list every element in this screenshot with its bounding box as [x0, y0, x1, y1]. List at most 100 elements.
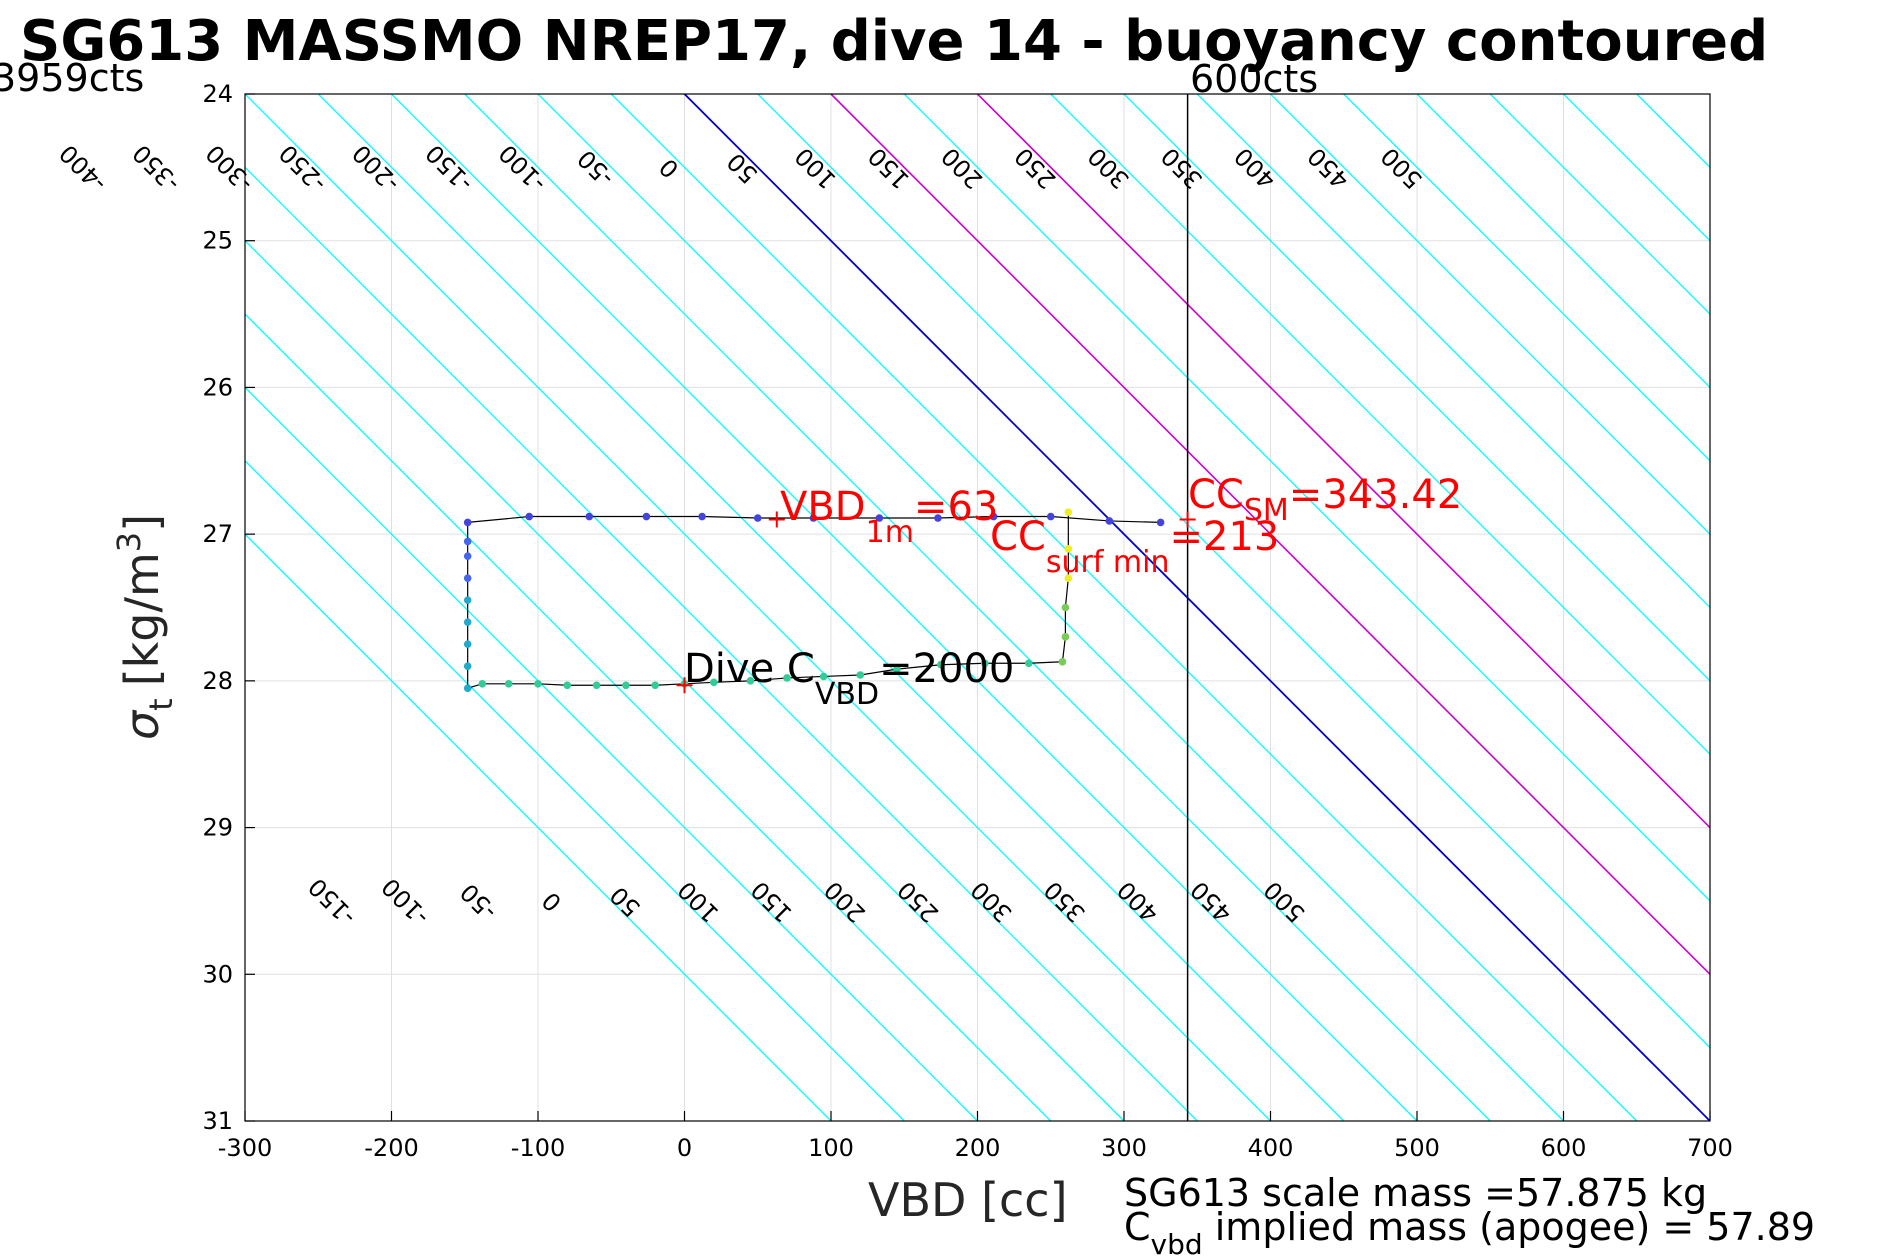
track-point [1064, 574, 1073, 582]
cc-sm-value: =343.42 [1289, 472, 1462, 518]
vbd-1m-main: VBD [780, 484, 866, 530]
track-point [746, 677, 755, 685]
track-point [585, 512, 594, 521]
track-point [504, 679, 513, 688]
magenta-contour-line [976, 94, 1710, 829]
y-tick-label: 31 [202, 1107, 233, 1135]
y-axis-label: σt [kg/m3] [110, 514, 180, 740]
cyan-contour-line [1196, 94, 1710, 609]
track-point [698, 512, 706, 521]
track-point [819, 672, 828, 681]
cyan-contour-line [245, 313, 1052, 1121]
y-tick-label: 25 [202, 227, 233, 255]
cyan-contour-line [1050, 94, 1710, 756]
cyan-contour-line [245, 166, 1198, 1121]
y-tick-label: 27 [202, 520, 233, 548]
vbd-1m-annotation: VBD1m=63 [780, 484, 998, 550]
dive-cvbd-sub: VBD [815, 677, 879, 712]
vbd-1m-sub: 1m [866, 515, 914, 550]
track-point [563, 681, 572, 690]
cc-surf-min-annotation: CCsurf min=213 [990, 514, 1279, 580]
track-point [893, 665, 901, 673]
cyan-contour-line [610, 94, 1638, 1121]
implied-mass-main: C [1124, 1205, 1151, 1249]
x-tick-label: 700 [1687, 1134, 1733, 1162]
contour-label-upper: -400 [54, 139, 112, 197]
x-tick-label: 500 [1394, 1134, 1440, 1162]
cyan-contour-line [1489, 94, 1710, 315]
y-tick-label: 24 [202, 80, 233, 108]
track-point [1058, 657, 1067, 666]
track-point [710, 678, 718, 687]
y-axis-label-symbol: σ [115, 709, 169, 740]
implied-mass-rest: implied mass (apogee) = 57.89 [1203, 1205, 1815, 1249]
track-point [1024, 659, 1033, 668]
x-tick-label: 600 [1541, 1134, 1587, 1162]
top-left-counts-label: 3959cts [0, 56, 144, 100]
track-point [934, 514, 942, 522]
y-axis-label-unit-superscript: 3 [110, 532, 148, 552]
track-point [989, 512, 998, 521]
x-tick-label: 200 [955, 1134, 1001, 1162]
dive-cvbd-annotation: Dive CVBD=2000 [684, 646, 1014, 712]
cyan-contour-line [245, 533, 832, 1121]
track-point [875, 514, 884, 522]
implied-mass-sub: vbd [1151, 1228, 1203, 1260]
track-point [463, 596, 472, 604]
track-point [651, 681, 659, 690]
y-axis-label-unit-close: ] [115, 514, 169, 532]
track-point [478, 679, 487, 688]
x-tick-label: 300 [1101, 1134, 1147, 1162]
y-tick-label: 26 [202, 373, 233, 401]
cyan-contour-line [391, 94, 1418, 1121]
track-point [1061, 603, 1070, 612]
track-point [463, 552, 472, 560]
cyan-contour-line [245, 459, 905, 1121]
cyan-contour-line [317, 94, 1345, 1121]
cyan-contour-line [1343, 94, 1710, 462]
cyan-contour-line [245, 239, 1125, 1121]
x-axis-ticks: -300 -200 -100 0 100 200 300 400 500 600 700 [218, 1111, 1733, 1162]
implied-mass-annotation: Cvbd implied mass (apogee) = 57.89 [1124, 1205, 1815, 1260]
cc-sm-annotation: CCSM=343.42 [1188, 472, 1462, 528]
vbd-1m-value: =63 [914, 484, 998, 530]
y-axis-label-unit: [kg/m [115, 552, 169, 686]
y-tick-label: 30 [202, 960, 233, 988]
cyan-contour-line [245, 386, 978, 1121]
x-tick-label: 400 [1248, 1134, 1294, 1162]
x-tick-label: -100 [511, 1134, 565, 1162]
track-point [981, 659, 989, 668]
cyan-contour-line [757, 94, 1710, 1049]
cyan-contour-line [903, 94, 1710, 902]
x-tick-label: -300 [218, 1134, 272, 1162]
track-point [463, 518, 472, 527]
y-axis-label-subscript: t [142, 698, 180, 711]
track-point [1064, 545, 1073, 553]
track-point [856, 671, 865, 679]
cc-surf-min-main: CC [990, 514, 1046, 560]
track-point [1105, 517, 1114, 525]
track-point [463, 684, 472, 692]
x-tick-label: -200 [364, 1134, 418, 1162]
track-point [534, 679, 542, 688]
cc-surf-min-sub: surf min [1046, 545, 1170, 580]
track-point [622, 681, 630, 690]
chart-title: SG613 MASSMO NREP17, dive 14 - buoyancy … [20, 9, 1768, 74]
track-point [463, 640, 472, 648]
track-point [463, 618, 472, 626]
track-point [1046, 512, 1055, 521]
dive-track [463, 508, 1165, 692]
cc-sm-sub: SM [1244, 493, 1289, 528]
track-point [783, 674, 791, 682]
track-point [1064, 508, 1073, 516]
x-tick-label: 0 [677, 1134, 692, 1162]
cyan-contour-line [1123, 94, 1710, 682]
svg-text:σt[kg/m3]: σt [kg/m3] [110, 514, 180, 740]
cyan-contour-line [1709, 94, 1710, 95]
track-point [1061, 633, 1070, 641]
y-tick-label: 29 [202, 814, 233, 842]
y-tick-label: 28 [202, 667, 233, 695]
track-point [937, 660, 945, 669]
cyan-contour-line [1416, 94, 1710, 389]
